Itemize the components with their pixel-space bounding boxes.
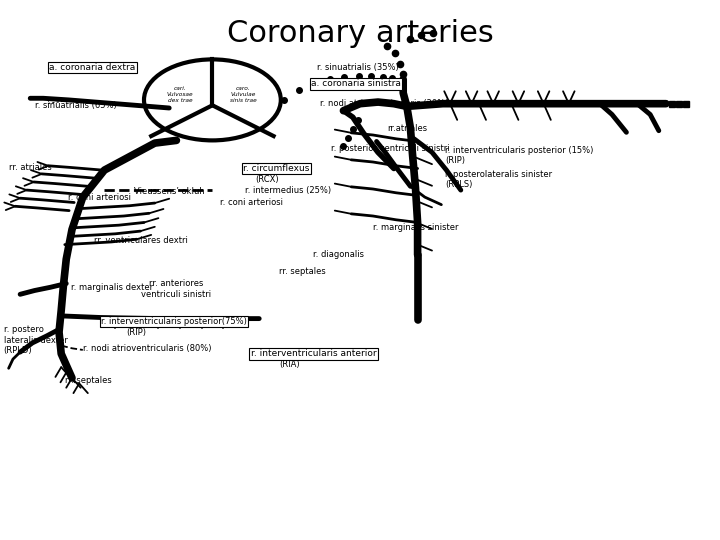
Text: rr. anteriores
ventriculi sinistri: rr. anteriores ventriculi sinistri	[141, 279, 212, 299]
Text: r. sinuatrialis (65%): r. sinuatrialis (65%)	[35, 101, 117, 110]
Text: r. intermedius (25%): r. intermedius (25%)	[245, 186, 331, 194]
Text: caro.
Vulvulae
sinis trae: caro. Vulvulae sinis trae	[230, 86, 257, 103]
Text: Vieussens’ okłuh: Vieussens’ okłuh	[134, 187, 204, 196]
Text: (RCX): (RCX)	[256, 175, 279, 184]
Text: (RIA): (RIA)	[279, 360, 300, 369]
Text: a. coronaria sinistra: a. coronaria sinistra	[311, 79, 401, 88]
Text: r. interventricularis posterior (15%)
(RIP): r. interventricularis posterior (15%) (R…	[445, 146, 593, 165]
Text: rr. atriales: rr. atriales	[9, 163, 51, 172]
Text: a. coronaria dextra: a. coronaria dextra	[49, 63, 135, 72]
Text: r. interventricularis posterior(75%): r. interventricularis posterior(75%)	[101, 317, 247, 326]
Text: (RIP): (RIP)	[126, 328, 146, 336]
Text: rr. ventriculares dextri: rr. ventriculares dextri	[94, 236, 187, 245]
Text: r. coni arteriosi: r. coni arteriosi	[220, 198, 283, 207]
Text: Coronary arteries: Coronary arteries	[227, 19, 493, 48]
Text: r. posterior ventriculi sinistri: r. posterior ventriculi sinistri	[331, 144, 450, 153]
Text: r. marginalis dexter: r. marginalis dexter	[71, 283, 153, 292]
Text: rr. septales: rr. septales	[279, 267, 326, 275]
Text: r. sinuatrialis (35%): r. sinuatrialis (35%)	[317, 63, 399, 72]
Text: cari.
Vulvosae
dex trae: cari. Vulvosae dex trae	[167, 86, 193, 103]
Text: rr.atriales: rr.atriales	[387, 124, 428, 133]
Text: r. circumflexus: r. circumflexus	[243, 164, 310, 173]
Text: r. diagonalis: r. diagonalis	[313, 251, 364, 259]
Text: r. nodi atrioventricularis (80%): r. nodi atrioventricularis (80%)	[83, 344, 211, 353]
Text: r. marginalis sinister: r. marginalis sinister	[373, 224, 459, 232]
Text: r. postero
lateralis dexter
(RPLD): r. postero lateralis dexter (RPLD)	[4, 325, 68, 355]
Text: rr. septales: rr. septales	[65, 376, 112, 385]
Text: r. coni arteriosi: r. coni arteriosi	[68, 193, 132, 201]
Text: r. interventricularis anterior: r. interventricularis anterior	[251, 349, 376, 358]
Text: r. posterolateralis sinister
(RPLS): r. posterolateralis sinister (RPLS)	[445, 170, 552, 189]
Text: r. nodi atrioventricularis (20%): r. nodi atrioventricularis (20%)	[320, 99, 449, 108]
